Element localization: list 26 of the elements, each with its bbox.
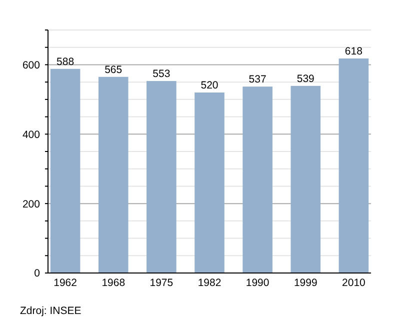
y-tick-label: 400 [22, 128, 40, 141]
y-tick-label: 200 [22, 198, 40, 210]
x-tick-label: 1982 [198, 277, 222, 289]
bar [98, 76, 128, 273]
data-label: 618 [344, 45, 363, 58]
bar [50, 68, 80, 273]
x-tick-label: 2010 [342, 277, 366, 289]
data-label: 539 [296, 72, 315, 85]
data-label: 588 [56, 56, 74, 68]
text: Zdroj: INSEE [20, 305, 82, 317]
x-tick-label: 1975 [150, 277, 174, 289]
bar [146, 81, 176, 273]
y-tick-label: 600 [22, 59, 40, 72]
x-tick-label: 1990 [246, 277, 270, 289]
bar [194, 92, 224, 273]
bar [290, 86, 321, 273]
x-tick-label: 1968 [102, 277, 126, 289]
data-label: 565 [104, 64, 122, 76]
data-label: 553 [152, 68, 170, 80]
x-tick-label: 1999 [294, 277, 318, 289]
bar [338, 58, 369, 273]
y-tick-label: 0 [34, 268, 40, 280]
data-label: 520 [200, 79, 218, 92]
bar [242, 86, 272, 273]
data-label: 537 [248, 74, 266, 86]
x-tick-label: 1962 [54, 277, 78, 289]
